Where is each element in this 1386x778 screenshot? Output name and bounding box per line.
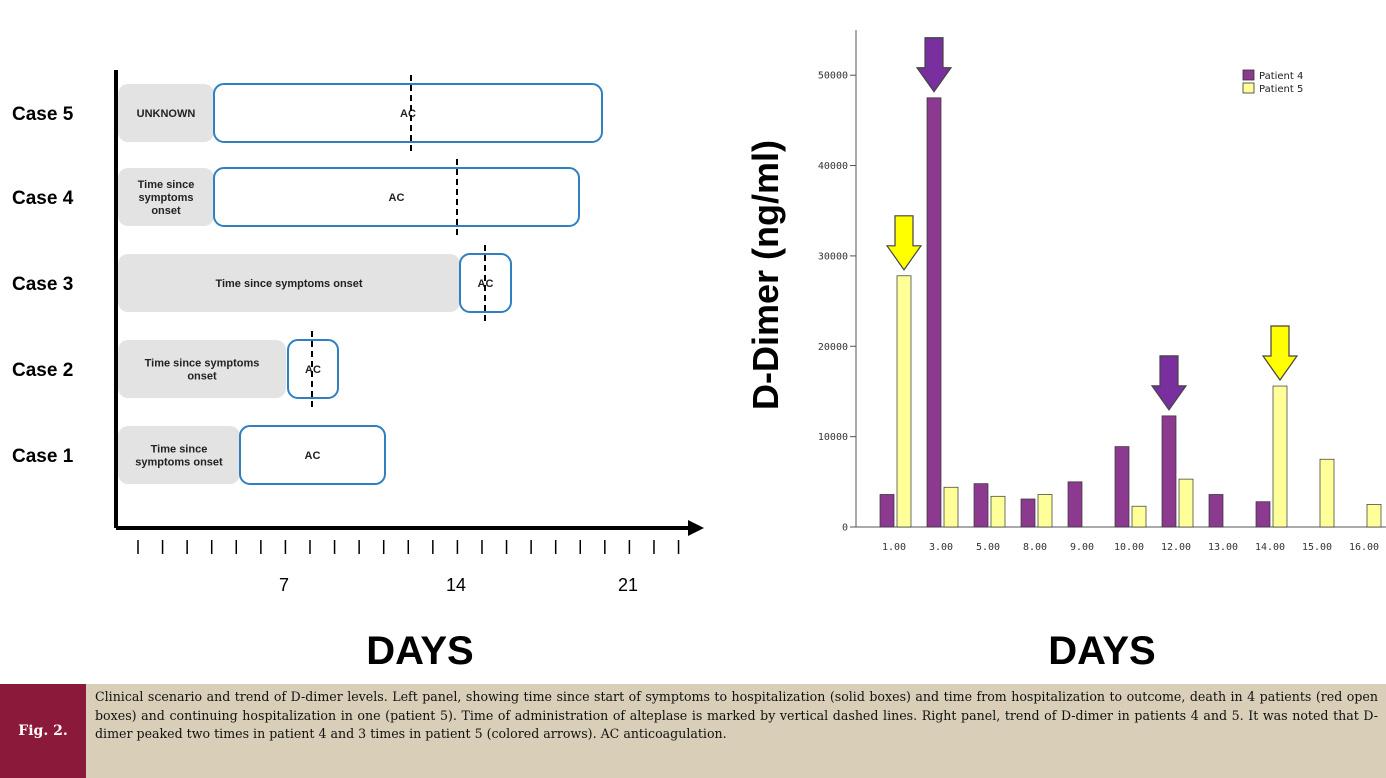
x-tick-label: 5.00 xyxy=(976,542,1000,553)
x-tick-label: 3.00 xyxy=(929,542,953,553)
bar-patient-4 xyxy=(1208,494,1224,528)
pre-hospital-label: symptoms onset xyxy=(135,457,223,469)
bar-patient-5 xyxy=(1178,478,1194,528)
pre-hospital-label: UNKNOWN xyxy=(137,108,196,120)
tick-21: 21 xyxy=(618,575,638,595)
bar-patient-5 xyxy=(943,486,959,528)
pre-hospital-label: Time since symptoms xyxy=(145,358,260,370)
y-tick-label: 40000 xyxy=(818,161,848,172)
y-tick-label: 30000 xyxy=(818,251,848,262)
pre-hospital-box xyxy=(118,254,460,312)
pre-hospital-box xyxy=(118,84,214,142)
figure-caption: Fig. 2. Clinical scenario and trend of D… xyxy=(0,684,1386,778)
pre-hospital-box xyxy=(118,426,240,484)
peak-arrow xyxy=(1261,325,1299,382)
bar-patient-4 xyxy=(1255,501,1271,528)
ac-box xyxy=(287,339,339,399)
pre-hospital-label: symptoms xyxy=(138,192,193,204)
ac-label: AC xyxy=(389,192,405,204)
legend-swatch-patient-4 xyxy=(1242,69,1255,81)
legend-label-patient-4: Patient 4 xyxy=(1259,71,1303,82)
pre-hospital-label: onset xyxy=(187,371,217,383)
bar-patient-4 xyxy=(1161,415,1177,528)
x-tick-label: 10.00 xyxy=(1114,542,1144,553)
pre-hospital-box xyxy=(118,340,286,398)
case-label: Case 5 xyxy=(12,104,74,125)
case-label: Case 4 xyxy=(12,188,74,209)
x-tick-label: 13.00 xyxy=(1208,542,1238,553)
bar-patient-4 xyxy=(879,494,895,528)
ac-box xyxy=(459,253,512,313)
y-tick-label: 50000 xyxy=(818,71,848,82)
bar-patient-4 xyxy=(1020,498,1036,528)
chart-x-axis-title: DAYS xyxy=(1048,629,1155,673)
ac-label: AC xyxy=(305,364,321,376)
bar-patient-4 xyxy=(973,483,989,528)
case-label: Case 2 xyxy=(12,360,73,381)
ac-box xyxy=(213,83,603,143)
ac-label: AC xyxy=(478,278,494,290)
caption-text: Clinical scenario and trend of D-dimer l… xyxy=(95,689,1378,741)
peak-arrow xyxy=(885,215,923,271)
ddimer-chart: D-Dimer (ng/ml) 0 10000 20000 30000 40000 500… xyxy=(745,30,1386,673)
bar-patient-4 xyxy=(1067,481,1083,528)
caption-label: Fig. 2. xyxy=(0,684,86,778)
pre-hospital-label: Time since xyxy=(151,444,208,456)
timeline-x-axis-arrow xyxy=(688,520,704,536)
ac-label: AC xyxy=(305,450,321,462)
x-tick-label: 12.00 xyxy=(1161,542,1191,553)
case-row: Case 3 Time since symptoms onset AC xyxy=(12,245,512,321)
y-tick-label: 20000 xyxy=(818,342,848,353)
bar-patient-5 xyxy=(1319,458,1335,528)
pre-hospital-label: Time since symptoms onset xyxy=(215,278,362,290)
bar-patient-5 xyxy=(1272,385,1288,528)
pre-hospital-label: Time since xyxy=(138,179,195,191)
x-tick-label: 15.00 xyxy=(1302,542,1332,553)
y-tick-label: 10000 xyxy=(818,432,848,443)
x-tick-label: 9.00 xyxy=(1070,542,1094,553)
figure-panels: Case 5 UNKNOWN AC Case 4 Time since symptoms o… xyxy=(12,30,1386,673)
bar-patient-5 xyxy=(1037,494,1053,528)
tick-7: 7 xyxy=(279,575,289,595)
case-row: Case 5 UNKNOWN AC xyxy=(12,75,603,151)
chart-y-axis-title: D-Dimer (ng/ml) xyxy=(745,140,786,410)
x-tick-label: 14.00 xyxy=(1255,542,1285,553)
tick-14: 14 xyxy=(446,575,466,595)
timeline-x-axis-title: DAYS xyxy=(366,629,473,673)
pre-hospital-label: onset xyxy=(151,205,181,217)
bar-patient-4 xyxy=(926,97,942,528)
ac-box xyxy=(239,425,386,485)
peak-arrow xyxy=(1150,355,1188,411)
bar-patient-4 xyxy=(1114,446,1130,528)
peak-arrow xyxy=(915,37,953,93)
x-tick-label: 8.00 xyxy=(1023,542,1047,553)
ac-box xyxy=(213,167,580,227)
y-tick-label: 0 xyxy=(842,523,848,534)
pre-hospital-box xyxy=(118,168,214,226)
bar-patient-5 xyxy=(1131,505,1147,528)
bar-patient-5 xyxy=(990,495,1006,528)
legend-label-patient-5: Patient 5 xyxy=(1259,84,1303,95)
x-tick-label: 1.00 xyxy=(882,542,906,553)
x-tick-label: 16.00 xyxy=(1349,542,1379,553)
case-label: Case 1 xyxy=(12,446,74,467)
legend-swatch-patient-5 xyxy=(1242,82,1255,94)
ac-label: AC xyxy=(400,108,416,120)
bar-patient-5 xyxy=(896,275,912,528)
case-label: Case 3 xyxy=(12,274,73,295)
bar-patient-5 xyxy=(1366,504,1382,528)
chart-legend: Patient 4 Patient 5 xyxy=(1242,69,1303,95)
